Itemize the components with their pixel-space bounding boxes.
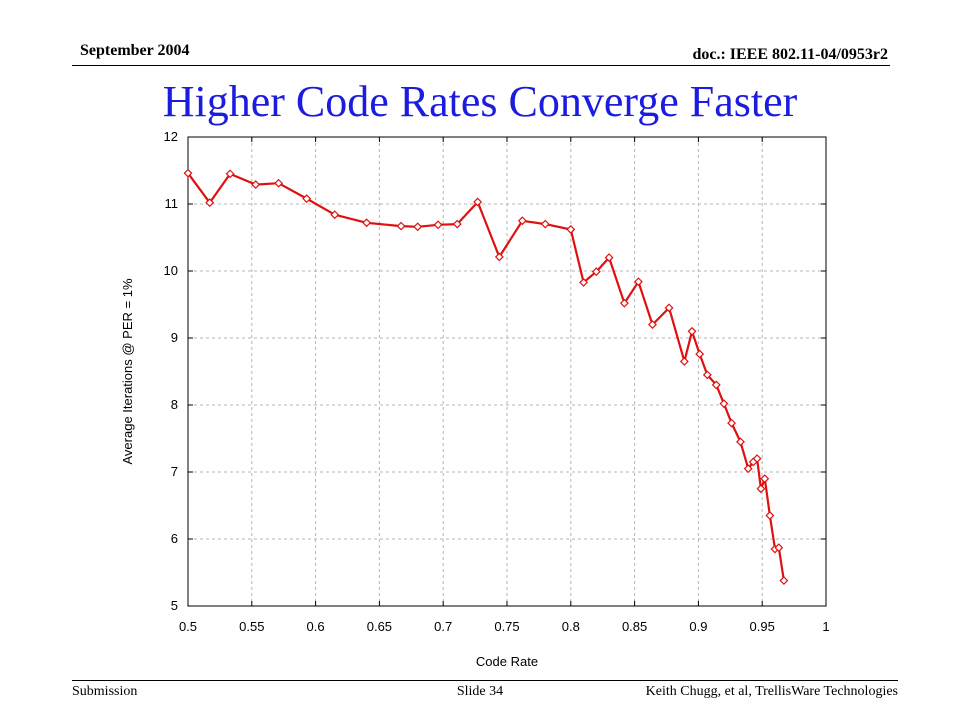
x-tick-label: 0.85 [622, 619, 647, 634]
x-tick-label: 0.8 [562, 619, 580, 634]
y-tick-label: 12 [164, 129, 178, 144]
data-point-marker [604, 253, 614, 263]
data-point-marker [251, 180, 261, 190]
data-point-marker [274, 178, 284, 188]
y-axis-label: Average Iterations @ PER = 1% [120, 278, 135, 464]
x-tick-labels: 0.5 0.55 0.6 0.65 0.7 0.75 0.8 0.85 0.9 0.95 1 [179, 619, 830, 634]
data-point-marker [687, 326, 697, 336]
data-point-marker [591, 267, 601, 277]
data-point-marker [413, 222, 423, 232]
data-point-marker [494, 252, 504, 262]
data-point-marker [540, 219, 550, 229]
y-tick-label: 8 [171, 397, 178, 412]
data-point-marker [452, 219, 462, 229]
footer-submission: Submission [72, 684, 138, 699]
x-tick-label: 1 [822, 619, 829, 634]
header-doc-id: doc.: IEEE 802.11-04/0953r2 [692, 46, 888, 63]
data-point-marker [695, 349, 705, 359]
data-point-marker [225, 169, 235, 179]
data-point-marker [727, 418, 737, 428]
data-point-marker [619, 298, 629, 308]
data-point-marker [752, 454, 762, 464]
footer-divider [72, 680, 898, 681]
data-point-marker [743, 464, 753, 474]
chart-grid [188, 137, 826, 606]
slide-title: Higher Code Rates Converge Faster [162, 77, 798, 126]
data-point-marker [183, 168, 193, 178]
data-point-marker [517, 216, 527, 226]
data-point-marker [302, 194, 312, 204]
data-point-marker [330, 210, 340, 220]
data-point-marker [648, 320, 657, 330]
x-axis-label: Code Rate [476, 654, 538, 669]
y-tick-label: 10 [164, 263, 178, 278]
data-point-marker [711, 380, 721, 390]
data-point-marker [473, 197, 483, 207]
header-divider [72, 65, 890, 66]
y-tick-label: 11 [165, 196, 179, 211]
x-tick-label: 0.5 [179, 619, 197, 634]
data-point-marker [433, 220, 443, 230]
data-point-marker [702, 370, 712, 380]
y-tick-label: 6 [171, 531, 178, 546]
x-tick-label: 0.6 [307, 619, 325, 634]
y-tick-labels: 5 6 7 8 9 10 11 12 [164, 129, 178, 613]
data-point-marker [779, 576, 789, 585]
y-tick-label: 9 [171, 330, 178, 345]
data-point-marker [579, 277, 589, 287]
series-layer [183, 168, 789, 585]
x-tick-label: 0.75 [494, 619, 519, 634]
x-tick-label: 0.55 [239, 619, 264, 634]
data-point-marker [736, 437, 745, 447]
data-point-marker [396, 221, 406, 231]
data-point-marker [760, 474, 770, 484]
data-point-marker [362, 218, 372, 228]
y-tick-label: 7 [171, 464, 178, 479]
footer-slide-number: Slide 34 [456, 684, 504, 699]
y-tick-label: 5 [171, 598, 178, 613]
x-tick-label: 0.95 [750, 619, 775, 634]
data-point-marker [566, 225, 576, 234]
footer-author: Keith Chugg, et al, TrellisWare Technolo… [645, 684, 898, 699]
data-point-marker [679, 357, 689, 366]
x-tick-label: 0.65 [367, 619, 392, 634]
x-tick-label: 0.9 [689, 619, 707, 634]
axis-ticks [187, 136, 827, 607]
series-line [187, 172, 785, 581]
data-point-marker [664, 303, 674, 313]
data-point-marker [205, 198, 215, 208]
data-point-marker [774, 543, 784, 553]
x-tick-label: 0.7 [434, 619, 452, 634]
data-point-marker [719, 399, 729, 409]
data-point-marker [633, 277, 643, 287]
data-point-marker [756, 484, 766, 494]
header-date: September 2004 [80, 42, 190, 59]
data-point-marker [765, 511, 775, 520]
